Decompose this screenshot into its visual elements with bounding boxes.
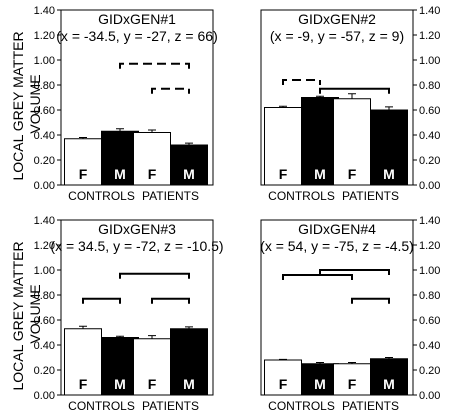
- bar-label: M: [383, 166, 395, 182]
- bar-label: F: [79, 166, 88, 182]
- significance-bracket: [319, 87, 390, 94]
- panel-title: GIDxGEN#4: [298, 221, 376, 237]
- significance-bracket: [319, 269, 390, 275]
- y-tick-label: 1.00: [34, 265, 55, 277]
- y-tick-label: 0.20: [34, 155, 55, 167]
- x-category-label: CONTROLS: [268, 189, 335, 203]
- y-tick-label: 0.40: [419, 130, 440, 142]
- bar-controls-f: [264, 107, 302, 186]
- y-tick-label: 1.20: [419, 240, 440, 252]
- y-tick-label: 0.40: [419, 340, 440, 352]
- panel-subtitle: (x = -9, y = -57, z = 9): [270, 28, 404, 44]
- y-axis-label-top: LOCAL GREY MATTER VOLUME: [10, 28, 43, 181]
- y-tick-label: 0.00: [419, 390, 440, 402]
- bar-controls-m: [301, 97, 339, 186]
- panel-2: 0.00 0.20 0.40 0.60 0.80 1.00 1.20 1.40 GIDxGEN#…: [260, 5, 440, 203]
- y-tick-label: 0.20: [419, 365, 440, 377]
- bar-patients-m: [370, 109, 408, 186]
- significance-bracket: [351, 297, 390, 304]
- panel-title: GIDxGEN#2: [298, 11, 376, 27]
- y-tick-label: 0.60: [419, 105, 440, 117]
- y-tick-label: 1.40: [419, 5, 440, 17]
- bar-controls-f: [264, 359, 302, 396]
- y-tick-label: 1.40: [34, 215, 55, 227]
- significance-bracket: [82, 297, 121, 304]
- y-tick-label: 0.80: [34, 290, 55, 302]
- significance-bracket: [119, 272, 190, 279]
- y-tick-label: 0.00: [34, 180, 55, 192]
- y-tick-label: 1.40: [419, 215, 440, 227]
- y-tick-label: 0.40: [34, 130, 55, 142]
- y-axis-label-line-2: VOLUME: [27, 284, 43, 343]
- bar-patients-f: [133, 132, 171, 186]
- y-tick-label: 1.20: [419, 30, 440, 42]
- bar-label: F: [279, 166, 288, 182]
- x-category-label: PATIENTS: [142, 189, 199, 203]
- panel-subtitle: (x = -34.5, y = -27, z = 66): [56, 28, 217, 44]
- y-tick-label: 0.20: [34, 365, 55, 377]
- x-category-label: PATIENTS: [342, 399, 399, 410]
- x-category-label: PATIENTS: [142, 399, 199, 410]
- y-axis-label-line-2: VOLUME: [27, 74, 43, 133]
- panel-4: 0.00 0.20 0.40 0.60 0.80 1.00 1.20 1.40 GIDxGEN#…: [260, 215, 440, 410]
- y-tick-label: 0.80: [419, 290, 440, 302]
- bar-label: F: [148, 376, 157, 392]
- x-category-label: CONTROLS: [268, 399, 335, 410]
- y-tick-label: 0.80: [34, 80, 55, 92]
- bar-label: F: [148, 166, 157, 182]
- y-axis-label-line-1: LOCAL GREY MATTER: [10, 241, 26, 390]
- bar-label: F: [348, 166, 357, 182]
- significance-bracket: [151, 297, 190, 304]
- y-tick-label: 1.20: [34, 30, 55, 42]
- bar-label: M: [314, 166, 326, 182]
- bar-controls-f: [64, 138, 102, 186]
- bar-label: F: [79, 376, 88, 392]
- bar-patients-m: [170, 328, 208, 396]
- bar-label: M: [314, 376, 326, 392]
- bar-patients-m: [370, 358, 408, 396]
- y-axis-label-line-1: LOCAL GREY MATTER: [10, 31, 26, 180]
- y-tick-label: 0.60: [34, 315, 55, 327]
- x-category-label: CONTROLS: [68, 189, 135, 203]
- panel-title: GIDxGEN#1: [98, 11, 176, 27]
- significance-bracket: [119, 62, 190, 69]
- significance-bracket: [151, 87, 190, 94]
- bar-patients-f: [333, 98, 371, 186]
- y-tick-label: 1.00: [419, 55, 440, 67]
- y-tick-label: 0.80: [419, 80, 440, 92]
- bar-controls-f: [64, 328, 102, 396]
- y-tick-label: 1.20: [34, 240, 55, 252]
- x-category-label: PATIENTS: [342, 189, 399, 203]
- y-tick-label: 0.00: [419, 180, 440, 192]
- significance-bracket: [282, 79, 321, 85]
- y-axis-label-bottom: LOCAL GREY MATTER VOLUME: [10, 238, 43, 391]
- bar-label: M: [183, 376, 195, 392]
- y-tick-label: 1.40: [34, 5, 55, 17]
- panel-subtitle: (x = 34.5, y = -72, z = -10.5): [50, 238, 223, 254]
- panel-3: 0.00 0.20 0.40 0.60 0.80 1.00 1.20 1.40 GIDxGEN#…: [34, 215, 224, 410]
- y-tick-label: 0.20: [419, 155, 440, 167]
- bar-label: M: [183, 166, 195, 182]
- y-tick-label: 1.00: [34, 55, 55, 67]
- bar-label: M: [114, 376, 126, 392]
- x-category-label: CONTROLS: [68, 399, 135, 410]
- panel-subtitle: (x = 54, y = -75, z = -4.5): [260, 238, 414, 254]
- y-tick-label: 1.00: [419, 265, 440, 277]
- chart-panels: 0.00 0.20 0.40 0.60 0.80 1.00 1.20 1.40 GIDxGEN#…: [34, 5, 441, 410]
- significance-bracket: [282, 274, 353, 280]
- bar-label: F: [279, 376, 288, 392]
- panel-1: 0.00 0.20 0.40 0.60 0.80 1.00 1.20 1.40 GIDxGEN#…: [34, 5, 218, 203]
- bar-label: F: [348, 376, 357, 392]
- bar-label: M: [114, 166, 126, 182]
- bar-controls-m: [101, 337, 139, 396]
- panel-title: GIDxGEN#3: [98, 221, 176, 237]
- y-tick-label: 0.60: [34, 105, 55, 117]
- bar-label: M: [383, 376, 395, 392]
- y-tick-label: 0.00: [34, 390, 55, 402]
- y-tick-label: 0.60: [419, 315, 440, 327]
- y-tick-label: 0.40: [34, 340, 55, 352]
